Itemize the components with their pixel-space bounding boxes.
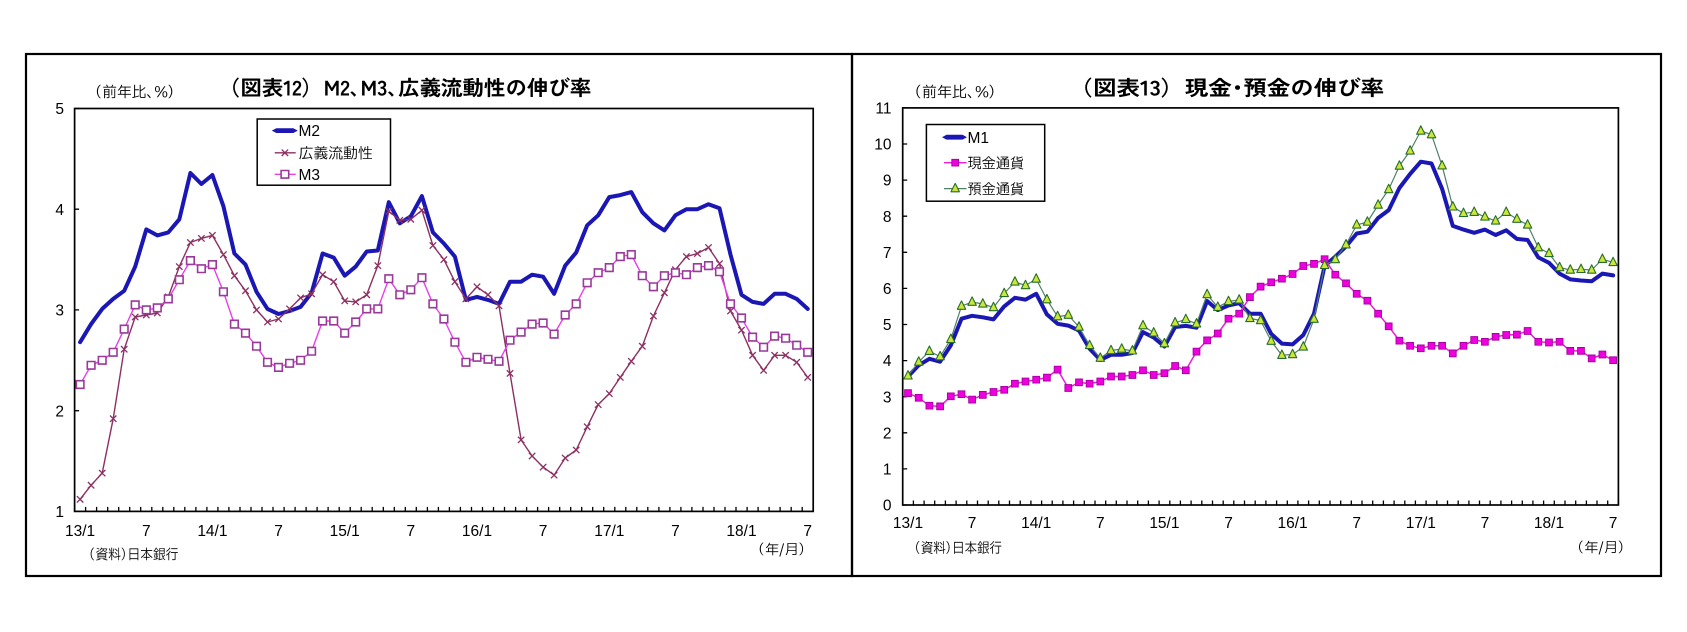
svg-text:0: 0 — [883, 498, 892, 515]
svg-text:7: 7 — [406, 523, 415, 540]
svg-text:7: 7 — [1352, 515, 1361, 532]
svg-text:M1: M1 — [968, 130, 990, 147]
svg-text:18/1: 18/1 — [726, 523, 756, 540]
svg-text:9: 9 — [883, 173, 892, 190]
svg-text:13/1: 13/1 — [65, 523, 95, 540]
svg-text:14/1: 14/1 — [197, 523, 227, 540]
svg-text:14/1: 14/1 — [1021, 515, 1051, 532]
svg-text:M3: M3 — [299, 167, 321, 184]
svg-text:6: 6 — [883, 281, 892, 298]
svg-text:2: 2 — [883, 425, 892, 442]
svg-text:15/1: 15/1 — [1149, 515, 1179, 532]
svg-text:4: 4 — [883, 353, 892, 370]
svg-text:7: 7 — [1609, 515, 1618, 532]
svg-text:7: 7 — [274, 523, 283, 540]
svg-text:16/1: 16/1 — [462, 523, 492, 540]
svg-text:18/1: 18/1 — [1534, 515, 1564, 532]
svg-text:7: 7 — [539, 523, 548, 540]
svg-text:M2: M2 — [299, 123, 321, 140]
svg-text:17/1: 17/1 — [594, 523, 624, 540]
svg-text:15/1: 15/1 — [330, 523, 360, 540]
svg-text:3: 3 — [55, 303, 64, 320]
svg-text:1: 1 — [883, 462, 892, 479]
svg-text:7: 7 — [1096, 515, 1105, 532]
svg-text:5: 5 — [883, 317, 892, 334]
svg-text:4: 4 — [55, 202, 64, 219]
svg-text:8: 8 — [883, 209, 892, 226]
svg-text:13/1: 13/1 — [893, 515, 923, 532]
svg-text:7: 7 — [803, 523, 812, 540]
svg-text:11: 11 — [875, 101, 891, 118]
svg-text:16/1: 16/1 — [1278, 515, 1308, 532]
svg-text:7: 7 — [1481, 515, 1490, 532]
svg-text:17/1: 17/1 — [1406, 515, 1436, 532]
svg-text:5: 5 — [55, 101, 64, 118]
svg-text:7: 7 — [142, 523, 151, 540]
svg-text:7: 7 — [883, 245, 892, 262]
svg-text:10: 10 — [874, 137, 892, 154]
svg-text:7: 7 — [968, 515, 977, 532]
svg-text:7: 7 — [1224, 515, 1233, 532]
svg-text:2: 2 — [55, 403, 64, 420]
svg-text:7: 7 — [671, 523, 680, 540]
svg-text:3: 3 — [883, 389, 892, 406]
svg-text:1: 1 — [55, 504, 64, 521]
